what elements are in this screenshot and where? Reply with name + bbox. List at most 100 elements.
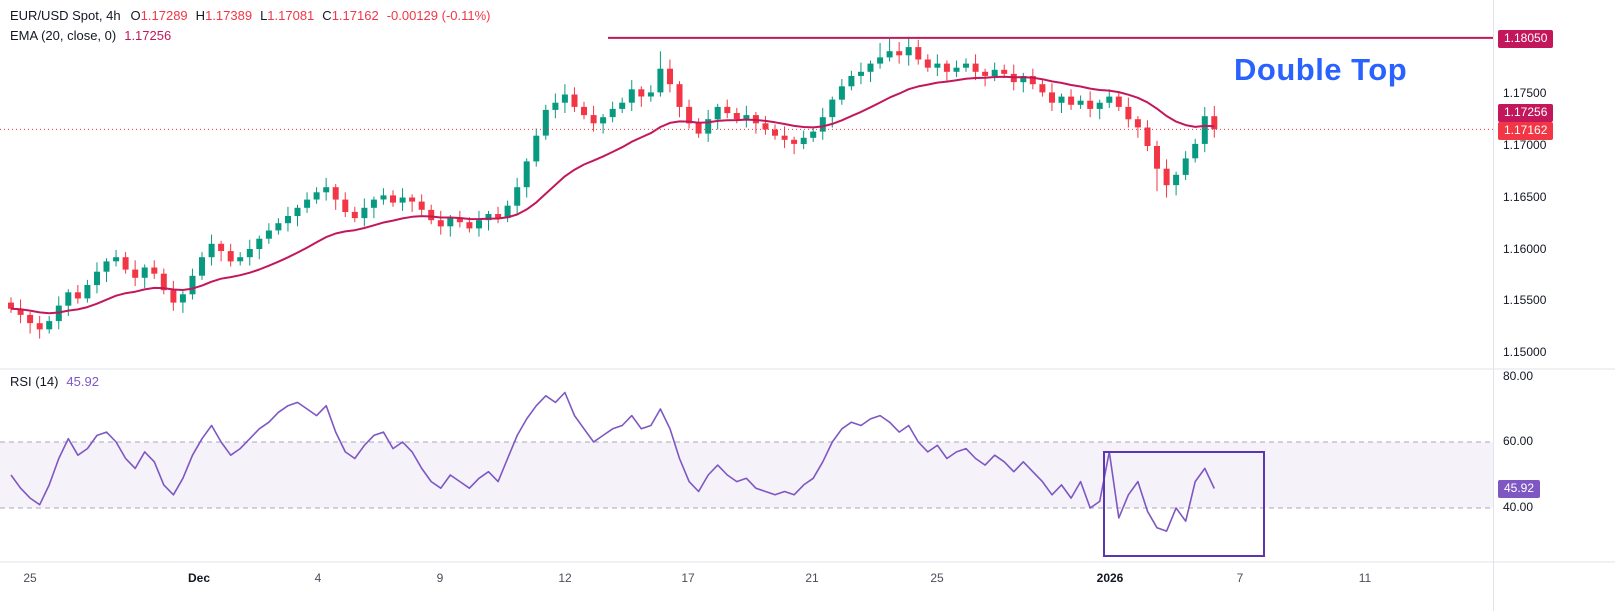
time-axis-tick: 7	[1236, 571, 1244, 585]
price-axis-tick: 80.00	[1503, 369, 1534, 383]
candle-body	[838, 86, 845, 100]
double-top-annotation[interactable]: Double Top	[1234, 52, 1408, 87]
candle-body	[772, 129, 778, 136]
time-axis-tick: Dec	[187, 571, 211, 585]
legend: EUR/USD Spot, 4h O1.17289 H1.17389 L1.17…	[10, 6, 491, 46]
candle-body	[1173, 174, 1180, 186]
candle-body	[265, 230, 272, 239]
close-value: 1.17162	[331, 8, 379, 23]
candle-body	[523, 161, 530, 188]
close-label: C	[322, 8, 332, 23]
candle-body	[533, 135, 540, 162]
candle-body	[370, 199, 377, 208]
candle-body	[1001, 69, 1008, 74]
ohlc-low: L1.17081	[260, 6, 314, 26]
candle-body	[905, 47, 912, 56]
price-axis-badge: 1.18050	[1498, 30, 1554, 48]
candle-body	[1068, 96, 1075, 105]
candle-body	[934, 63, 941, 68]
candle-body	[17, 308, 24, 315]
candle-body	[781, 135, 788, 140]
candle-body	[495, 214, 502, 219]
candle-body	[590, 115, 597, 124]
candle-body	[27, 314, 34, 324]
candle-body	[323, 187, 330, 193]
price-axis-tick: 1.16000	[1503, 242, 1547, 256]
candle-body	[1087, 100, 1094, 109]
time-axis-tick: 9	[436, 571, 444, 585]
ohlc-close: C1.17162	[322, 6, 378, 26]
candle-body	[1182, 158, 1189, 175]
candle-body	[667, 68, 673, 85]
candle-body	[94, 271, 100, 286]
candle-body	[390, 195, 396, 203]
price-axis-tick: 60.00	[1503, 434, 1534, 448]
rsi-highlight-box[interactable]	[1103, 451, 1265, 557]
candle-body	[46, 321, 53, 330]
price-axis-badge: 1.17162	[1498, 122, 1554, 140]
time-scale[interactable]: 25 Dec 4 9 12 17 21 25 2026 7 11	[0, 563, 1493, 611]
candle-body	[552, 102, 559, 110]
price-axis-tick: 1.17500	[1503, 86, 1547, 100]
candle-body	[972, 63, 979, 72]
candle-body	[848, 76, 855, 87]
candle-body	[418, 201, 425, 210]
candle-body	[561, 94, 568, 103]
candle-body	[65, 292, 72, 306]
time-axis-tick: 11	[1358, 571, 1372, 585]
candle-body	[8, 302, 14, 309]
candle-body	[963, 63, 969, 68]
price-axis-badge: 45.92	[1498, 480, 1541, 498]
symbol-legend-row[interactable]: EUR/USD Spot, 4h O1.17289 H1.17389 L1.17…	[10, 6, 491, 26]
candle-body	[84, 285, 91, 299]
candle-body	[619, 102, 626, 109]
candle-body	[476, 220, 482, 229]
candle-body	[170, 290, 177, 303]
price-scale[interactable]: 1.18050 1.17500 1.17256 1.17162 1.17000 1.165…	[1496, 0, 1615, 611]
ema-legend-row[interactable]: EMA (20, close, 0) 1.17256	[10, 26, 491, 46]
candle-body	[733, 113, 740, 120]
candle-body	[409, 197, 416, 202]
candle-body	[304, 199, 311, 208]
candle-body	[36, 323, 43, 330]
candle-body	[313, 192, 320, 200]
price-axis-tick: 1.17000	[1503, 138, 1547, 152]
ohlc-open: O1.17289	[131, 6, 188, 26]
rsi-legend-row[interactable]: RSI (14) 45.92	[10, 372, 99, 392]
candle-body	[724, 106, 731, 114]
time-axis-tick: 2026	[1096, 571, 1124, 585]
time-axis-tick: 12	[558, 571, 572, 585]
candle-body	[466, 222, 473, 229]
candle-body	[275, 223, 282, 231]
candle-body	[1144, 127, 1151, 146]
candle-body	[380, 195, 387, 200]
candle-body	[1020, 76, 1027, 83]
ohlc-high: H1.17389	[196, 6, 252, 26]
symbol-title: EUR/USD Spot, 4h	[10, 8, 121, 23]
candle-body	[256, 238, 263, 249]
candle-body	[886, 51, 893, 58]
candle-body	[647, 92, 654, 97]
candle-body	[791, 139, 798, 144]
candle-body	[810, 131, 817, 138]
high-label: H	[195, 8, 206, 23]
candlestick-series[interactable]	[8, 36, 1218, 339]
candle-body	[657, 68, 664, 93]
candle-body	[237, 257, 244, 262]
candle-body	[542, 109, 549, 136]
candle-body	[218, 243, 225, 251]
candle-body	[399, 197, 406, 203]
candle-body	[743, 115, 750, 120]
candle-body	[581, 106, 587, 116]
candle-body	[103, 261, 110, 272]
candle-body	[1211, 116, 1218, 130]
candle-body	[1106, 96, 1113, 103]
candle-body	[179, 294, 186, 303]
time-axis-tick: 25	[930, 571, 944, 585]
candle-body	[924, 59, 931, 68]
candle-body	[514, 187, 521, 206]
open-value: 1.17289	[140, 8, 188, 23]
candle-body	[800, 137, 807, 144]
candle-body	[953, 67, 960, 72]
